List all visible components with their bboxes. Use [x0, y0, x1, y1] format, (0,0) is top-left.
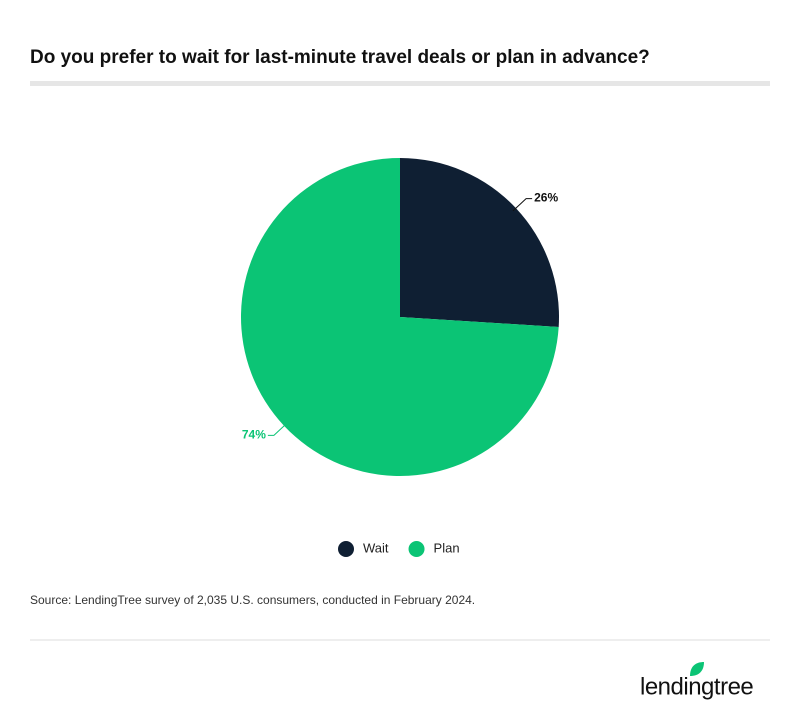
legend-swatch — [338, 541, 354, 557]
data-label: 74% — [242, 428, 266, 442]
legend-label: Plan — [434, 540, 460, 555]
logo: lendingtree — [640, 662, 754, 700]
leader-line — [512, 198, 533, 212]
legend-label: Wait — [363, 540, 389, 555]
pie-slice — [241, 158, 559, 477]
brand-name: lendingtree — [640, 673, 753, 700]
legend-swatch — [408, 541, 425, 557]
logo-leaf — [690, 662, 704, 676]
chart-title: Do you prefer to wait for last-minute tr… — [30, 47, 650, 68]
data-label: 26% — [534, 191, 558, 205]
source-note: Source: LendingTree survey of 2,035 U.S.… — [30, 593, 475, 607]
title-rule — [30, 81, 770, 86]
pie-slice — [400, 158, 559, 327]
leader-line — [267, 422, 288, 436]
